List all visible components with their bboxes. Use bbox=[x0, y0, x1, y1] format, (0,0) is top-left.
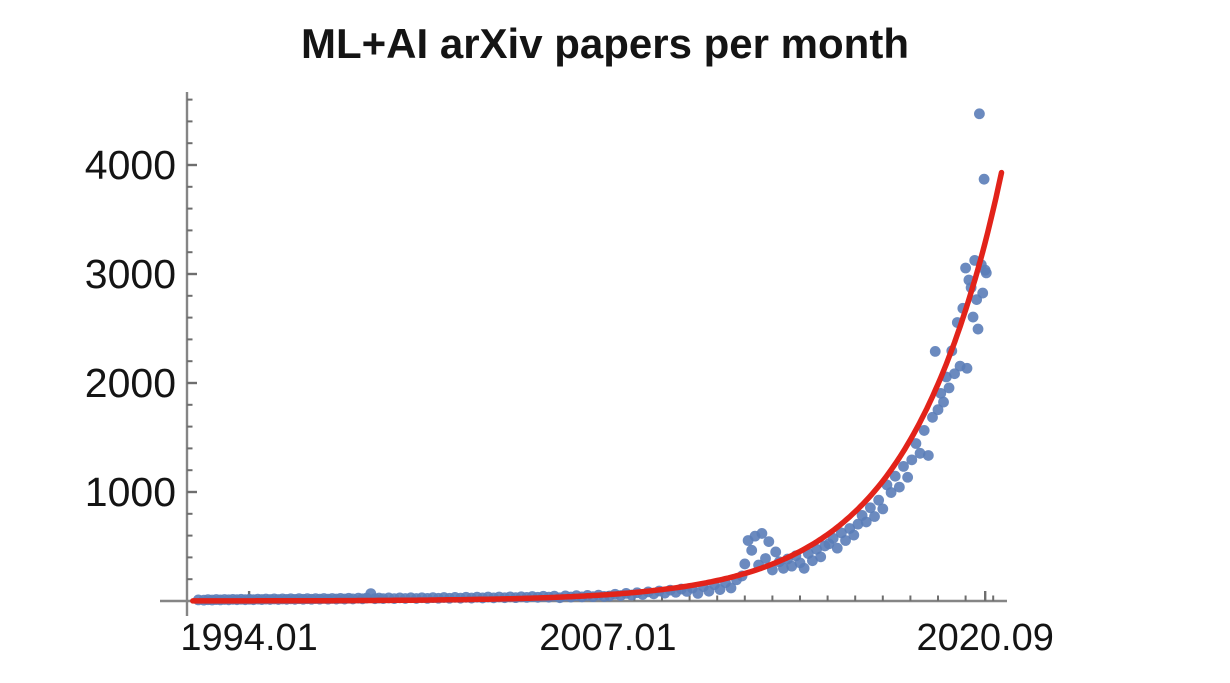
data-point bbox=[967, 311, 979, 323]
y-tick-label: 3000 bbox=[85, 251, 176, 297]
data-point bbox=[815, 551, 827, 563]
data-point bbox=[927, 411, 938, 423]
data-point bbox=[889, 470, 901, 482]
chart-title: ML+AI arXiv papers per month bbox=[301, 20, 909, 67]
data-point bbox=[873, 494, 885, 506]
data-point bbox=[831, 542, 843, 554]
data-point bbox=[929, 345, 941, 357]
data-point bbox=[972, 323, 984, 335]
data-point bbox=[980, 267, 992, 279]
data-point bbox=[914, 447, 926, 459]
fit-curve bbox=[190, 169, 1005, 604]
data-point bbox=[786, 560, 798, 572]
data-point bbox=[763, 536, 775, 547]
data-point bbox=[961, 362, 973, 374]
data-point bbox=[725, 582, 737, 594]
data-point bbox=[893, 481, 905, 493]
data-point bbox=[852, 518, 864, 530]
data-point bbox=[746, 544, 758, 556]
data-point bbox=[860, 516, 872, 528]
data-point bbox=[760, 553, 771, 564]
data-point bbox=[770, 546, 782, 558]
data-point bbox=[977, 287, 989, 299]
data-point bbox=[978, 173, 990, 185]
x-tick-label: 2020.09 bbox=[917, 617, 1054, 659]
data-point bbox=[877, 503, 889, 515]
data-point bbox=[885, 487, 897, 498]
data-point bbox=[906, 454, 918, 466]
data-point bbox=[739, 558, 751, 570]
data-point bbox=[864, 502, 876, 514]
y-tick-label: 4000 bbox=[85, 142, 176, 188]
data-point bbox=[898, 460, 909, 472]
data-point bbox=[943, 382, 955, 394]
data-point bbox=[840, 535, 851, 546]
data-point bbox=[756, 528, 768, 539]
data-point bbox=[918, 425, 930, 436]
y-tick-label: 2000 bbox=[85, 360, 176, 406]
data-point bbox=[932, 404, 944, 416]
data-point bbox=[869, 511, 880, 522]
y-tick-label: 1000 bbox=[85, 469, 176, 515]
data-point bbox=[974, 108, 985, 120]
data-point bbox=[807, 555, 818, 567]
data-point bbox=[910, 438, 922, 449]
data-point bbox=[848, 529, 860, 541]
data-point bbox=[902, 471, 914, 483]
x-tick-label: 2007.01 bbox=[539, 617, 676, 659]
data-point bbox=[778, 562, 789, 574]
x-tick-label: 1994.01 bbox=[180, 617, 317, 659]
data-point bbox=[949, 368, 960, 380]
data-point bbox=[798, 562, 810, 574]
data-point bbox=[938, 396, 949, 408]
data-point bbox=[960, 262, 971, 274]
data-point bbox=[922, 450, 934, 461]
